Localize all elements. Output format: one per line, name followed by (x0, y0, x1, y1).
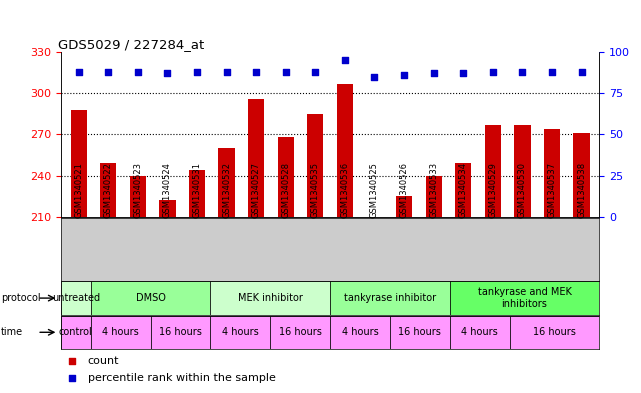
Bar (544, 129, 560, 217)
Point (547, 68, 557, 75)
Text: tankyrase and MEK
inhibitors: tankyrase and MEK inhibitors (478, 287, 572, 309)
Bar (100, 163, 117, 217)
Bar (396, 196, 412, 217)
Text: 16 hours: 16 hours (159, 327, 202, 337)
Bar (248, 99, 264, 217)
Text: 4 hours: 4 hours (103, 327, 139, 337)
Point (221, 68, 231, 75)
Text: 4 hours: 4 hours (222, 327, 259, 337)
Text: 16 hours: 16 hours (399, 327, 441, 337)
Point (399, 72, 409, 78)
Point (74, 68, 84, 75)
Bar (61, 281, 91, 315)
Bar (455, 163, 471, 217)
Text: time: time (1, 327, 23, 337)
Text: untreated: untreated (52, 293, 100, 303)
Text: percentile rank within the sample: percentile rank within the sample (88, 373, 276, 383)
Bar (210, 281, 330, 315)
Bar (210, 316, 271, 349)
Point (103, 68, 113, 75)
Point (281, 68, 291, 75)
Bar (129, 176, 146, 217)
Bar (390, 316, 450, 349)
Text: protocol: protocol (1, 293, 40, 303)
Bar (574, 133, 590, 217)
Bar (151, 316, 210, 349)
Point (458, 70, 469, 77)
Point (517, 68, 528, 75)
Point (576, 68, 587, 75)
Text: tankyrase inhibitor: tankyrase inhibitor (344, 293, 436, 303)
Bar (189, 170, 205, 217)
Point (488, 68, 498, 75)
Point (310, 68, 320, 75)
Bar (159, 200, 176, 217)
Bar (71, 110, 87, 217)
Bar (426, 176, 442, 217)
Point (192, 68, 202, 75)
Bar (278, 137, 294, 217)
Bar (61, 316, 91, 349)
Text: 4 hours: 4 hours (462, 327, 498, 337)
Point (251, 68, 262, 75)
Point (133, 68, 143, 75)
Text: control: control (59, 327, 93, 337)
Text: 16 hours: 16 hours (533, 327, 576, 337)
Bar (450, 316, 510, 349)
Point (67, 358, 77, 364)
Bar (330, 281, 450, 315)
Bar (91, 281, 210, 315)
Bar (91, 316, 151, 349)
Bar (271, 316, 330, 349)
Point (429, 70, 439, 77)
Point (369, 73, 379, 80)
Text: MEK inhibitor: MEK inhibitor (238, 293, 303, 303)
Text: DMSO: DMSO (136, 293, 165, 303)
Point (67, 375, 77, 381)
Bar (337, 84, 353, 217)
Text: count: count (88, 356, 119, 366)
Text: 16 hours: 16 hours (279, 327, 322, 337)
Bar (307, 114, 324, 217)
Bar (510, 316, 599, 349)
Bar (514, 125, 531, 217)
Bar (219, 148, 235, 217)
Point (162, 70, 172, 77)
Point (340, 57, 350, 63)
Text: 4 hours: 4 hours (342, 327, 378, 337)
Bar (485, 125, 501, 217)
Bar (330, 316, 390, 349)
Bar (450, 281, 599, 315)
Text: GDS5029 / 227284_at: GDS5029 / 227284_at (58, 38, 204, 51)
